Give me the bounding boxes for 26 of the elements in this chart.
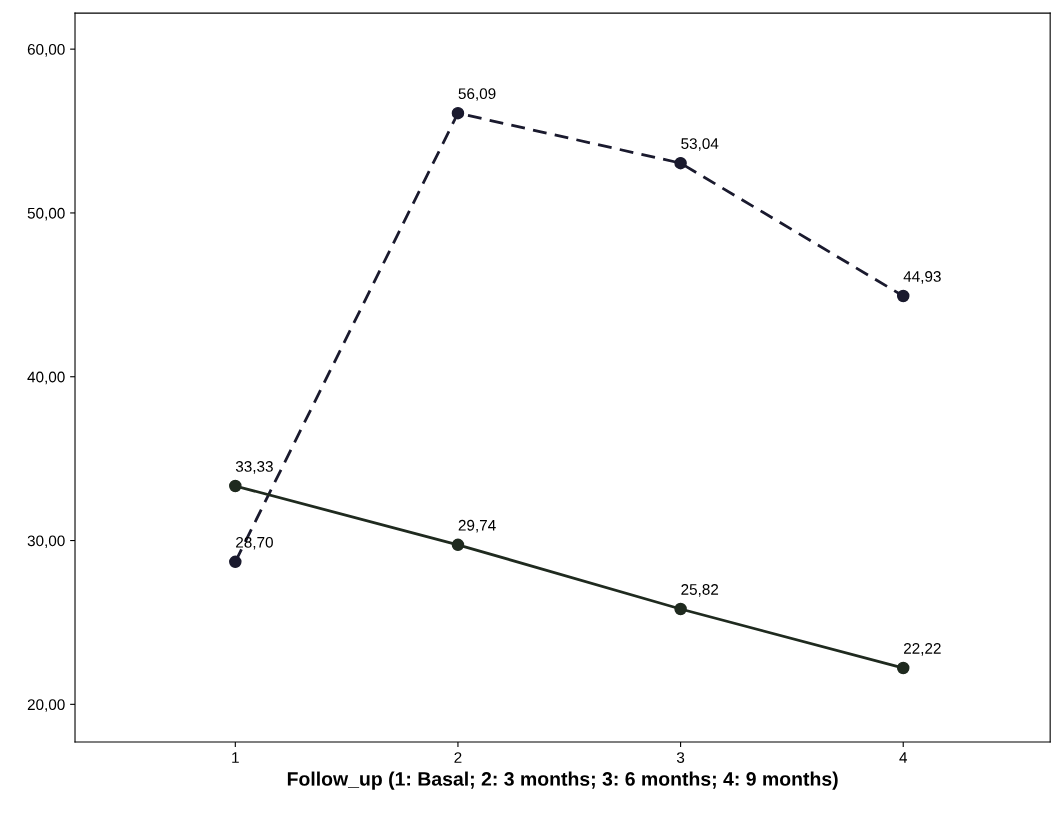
point — [229, 479, 242, 493]
y-tick-label: 50,00 — [27, 207, 65, 221]
point — [674, 156, 687, 170]
x-tick-label: 1 — [232, 752, 239, 763]
point — [674, 602, 687, 616]
point — [896, 289, 910, 303]
point — [896, 661, 910, 675]
y-tick-label: 30,00 — [27, 535, 65, 549]
y-tick-label: 20,00 — [27, 699, 65, 712]
data-label: 28,70 — [236, 536, 273, 550]
data-label: 56,09 — [458, 88, 496, 101]
data-label: 22,22 — [904, 643, 941, 656]
x-axis-title: Follow_up (1: Basal; 2: 3 months; 3: 6 months; 4: 9 months) — [287, 771, 838, 790]
x-tick-label: 3 — [676, 752, 685, 763]
y-tick-label: 60,00 — [27, 44, 65, 57]
data-label: 53,04 — [681, 138, 719, 151]
point — [451, 106, 465, 120]
x-tick-label: 2 — [454, 752, 462, 763]
data-label: 44,93 — [903, 271, 941, 284]
data-label: 25,82 — [681, 584, 719, 597]
y-tick-label: 40,00 — [27, 371, 65, 385]
point — [229, 555, 242, 569]
point — [451, 538, 465, 552]
data-label: 33,33 — [235, 461, 273, 474]
data-label: 29,74 — [458, 519, 496, 533]
x-tick-label: 4 — [899, 752, 908, 763]
